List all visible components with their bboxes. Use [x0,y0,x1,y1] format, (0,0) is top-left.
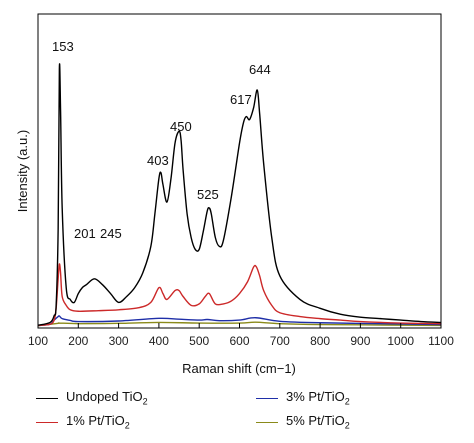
x-tick-label: 100 [28,334,48,348]
x-tick-label: 1100 [428,334,454,348]
legend-label-5pct: 5% Pt/TiO2 [286,413,350,431]
legend-label-3pct: 3% Pt/TiO2 [286,389,350,407]
x-axis-title: Raman shift (cm−1) [182,361,296,376]
peak-label-617: 617 [230,92,252,107]
peak-label-450: 450 [170,119,192,134]
x-tick-label: 900 [350,334,370,348]
legend-item-5pct: 5% Pt/TiO2 [256,412,350,432]
legend-swatch-1pct [36,421,58,423]
peak-label-245: 245 [100,226,122,241]
peak-label-525: 525 [197,187,219,202]
series-line-1pct [37,263,442,327]
peak-label-201: 201 [74,226,96,241]
x-tick-label: 500 [189,334,209,348]
series-line-undoped [37,63,442,326]
y-axis-title: Intensity (a.u.) [15,130,30,212]
peak-labels: 153 201 245 403 450 525 617 644 [52,39,271,241]
legend-swatch-undoped [36,397,58,399]
x-tick-label: 700 [270,334,290,348]
peak-label-153: 153 [52,39,74,54]
legend-label-undoped: Undoped TiO2 [66,389,148,407]
x-tick-label: 400 [149,334,169,348]
legend-item-3pct: 3% Pt/TiO2 [256,388,350,408]
legend: Undoped TiO2 3% Pt/TiO2 1% Pt/TiO2 5% Pt… [36,386,456,438]
x-tick-label: 600 [229,334,249,348]
peak-label-403: 403 [147,153,169,168]
legend-item-1pct: 1% Pt/TiO2 [36,412,130,432]
legend-swatch-5pct [256,421,278,423]
legend-label-1pct: 1% Pt/TiO2 [66,413,130,431]
legend-swatch-3pct [256,397,278,399]
x-tick-label: 300 [109,334,129,348]
series-line-3pct [37,315,442,327]
peak-label-644: 644 [249,62,271,77]
x-axis-ticks: 100 200 300 400 500 600 700 800 900 1000 1100 [28,323,454,348]
x-tick-label: 1000 [387,334,414,348]
legend-item-undoped: Undoped TiO2 [36,388,148,408]
x-tick-label: 200 [68,334,88,348]
x-tick-label: 800 [310,334,330,348]
